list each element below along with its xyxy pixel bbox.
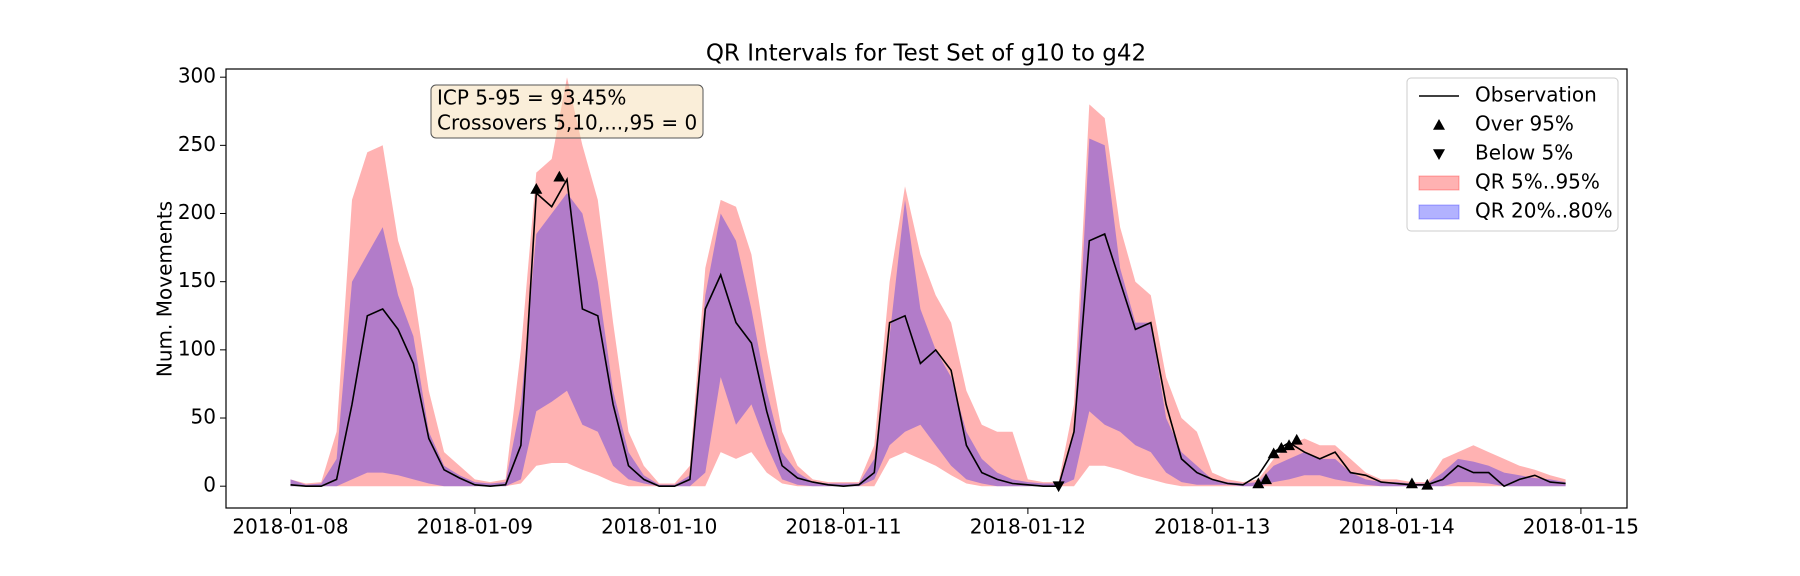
annotation-text: ICP 5-95 = 93.45%: [437, 86, 626, 110]
x-tick-label: 2018-01-11: [785, 515, 901, 539]
marker: [1267, 447, 1280, 459]
legend-label: Over 95%: [1475, 112, 1574, 136]
y-tick-label: 0: [203, 473, 216, 497]
y-tick-label: 150: [178, 268, 216, 292]
legend-label: Below 5%: [1475, 141, 1573, 165]
x-tick-label: 2018-01-14: [1338, 515, 1454, 539]
plot-area: [290, 77, 1566, 493]
annotation-text: Crossovers 5,10,...,95 = 0: [437, 111, 697, 135]
annotation-box: [430, 84, 704, 139]
y-axis-label: Num. Movements: [153, 201, 177, 377]
marker: [553, 170, 566, 182]
y-tick-label: 200: [178, 200, 216, 224]
legend-marker: [1433, 119, 1445, 130]
y-tick-label: 100: [178, 336, 216, 360]
marker: [1259, 473, 1272, 485]
band: [290, 138, 1566, 487]
x-tick-label: 2018-01-12: [970, 515, 1086, 539]
plot-frame: [225, 68, 1628, 509]
observation-line: [290, 176, 1566, 488]
legend-swatch: [1418, 204, 1460, 220]
legend-label: QR 20%..80%: [1475, 199, 1613, 223]
marker: [1283, 439, 1296, 451]
y-tick-label: 50: [191, 405, 216, 429]
marker: [1290, 433, 1303, 445]
chart-title: QR Intervals for Test Set of g10 to g42: [706, 41, 1146, 67]
x-tick-label: 2018-01-10: [601, 515, 717, 539]
marker: [1052, 481, 1065, 493]
legend-label: QR 5%..95%: [1475, 170, 1600, 194]
legend-label: Observation: [1475, 83, 1597, 107]
legend-marker: [1433, 149, 1445, 160]
x-tick-label: 2018-01-13: [1154, 515, 1270, 539]
marker: [530, 182, 543, 194]
y-tick-label: 300: [178, 64, 216, 88]
marker: [1405, 477, 1418, 489]
x-tick-label: 2018-01-08: [232, 515, 348, 539]
x-tick-label: 2018-01-15: [1523, 515, 1639, 539]
marker: [1275, 442, 1288, 453]
marker: [1421, 478, 1434, 490]
marker: [1252, 477, 1265, 489]
x-tick-label: 2018-01-09: [417, 515, 533, 539]
y-tick-label: 250: [178, 132, 216, 156]
legend-swatch: [1418, 175, 1460, 191]
legend-box: [1406, 77, 1619, 232]
